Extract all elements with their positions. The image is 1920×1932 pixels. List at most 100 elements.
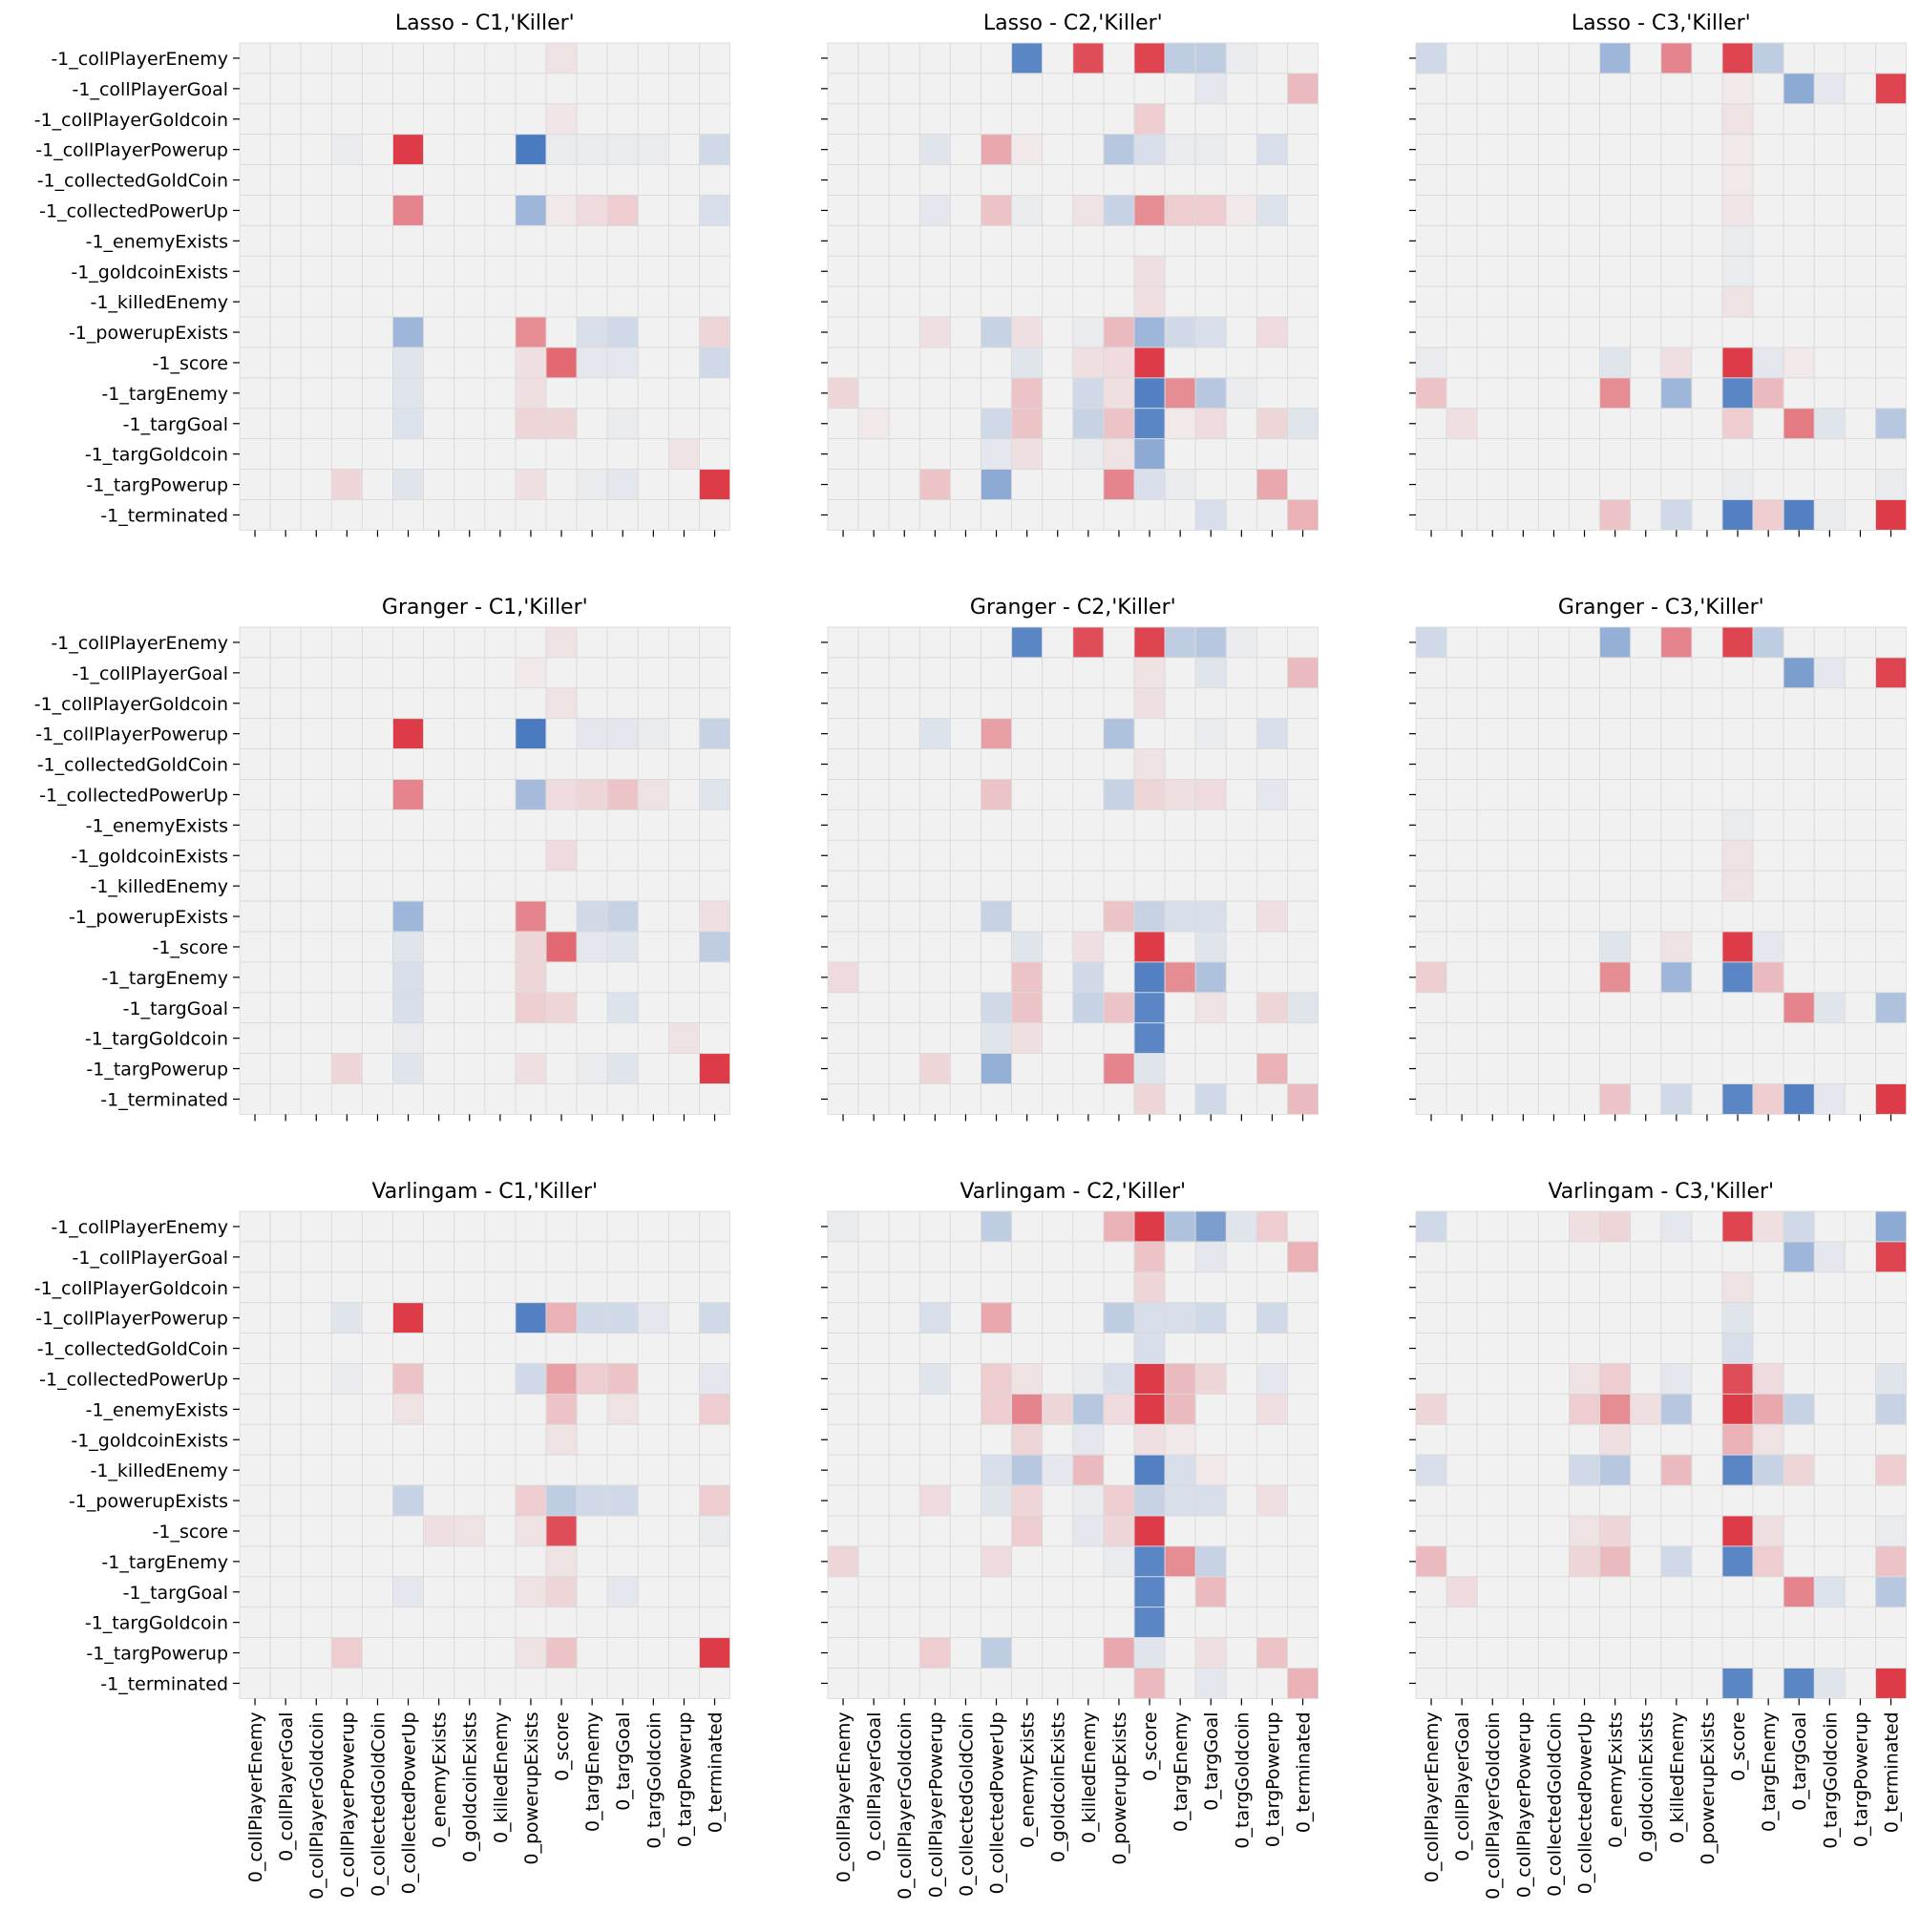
heatmap-cell <box>330 1545 363 1578</box>
heatmap-cell <box>1630 1302 1662 1334</box>
heatmap-cell <box>1011 316 1044 348</box>
heatmap-cell <box>1844 626 1876 659</box>
heatmap-cell <box>1133 931 1166 963</box>
heatmap-cell <box>949 73 981 105</box>
heatmap-cell <box>300 657 332 689</box>
heatmap-cell <box>515 687 547 720</box>
heatmap-cell <box>1599 1053 1632 1084</box>
heatmap-cell <box>330 377 363 410</box>
heatmap-cell <box>1599 377 1632 410</box>
heatmap-cell <box>1537 42 1570 74</box>
heatmap-cell <box>1691 1363 1723 1395</box>
heatmap-cell <box>239 718 271 750</box>
heatmap-cell <box>667 134 700 166</box>
heatmap-cell <box>1752 1363 1784 1395</box>
heatmap-cell <box>949 1423 981 1456</box>
heatmap-cell <box>1011 103 1044 136</box>
heatmap-cell <box>888 1606 920 1639</box>
heatmap-cell <box>637 1053 669 1084</box>
heatmap-cell <box>1287 1053 1319 1084</box>
heatmap-cell <box>1194 900 1227 933</box>
heatmap-cell <box>1844 1423 1876 1456</box>
heatmap-cell <box>827 316 859 348</box>
heatmap-cell <box>637 224 669 257</box>
heatmap-cell <box>1445 870 1478 902</box>
heatmap-cell <box>1476 377 1509 410</box>
heatmap-cell <box>949 1637 981 1669</box>
heatmap-cell <box>1875 839 1908 872</box>
heatmap-cell <box>1844 195 1876 226</box>
heatmap-cell <box>1537 1271 1570 1304</box>
heatmap-cell <box>1660 1302 1693 1334</box>
heatmap-cell <box>1133 1606 1166 1639</box>
heatmap-cell <box>827 1454 859 1486</box>
heatmap-cell <box>1691 870 1723 902</box>
heatmap-cell <box>1844 1515 1876 1547</box>
heatmap-cell <box>545 1210 578 1243</box>
heatmap-cell <box>1630 1241 1662 1273</box>
heatmap-cell <box>1042 469 1074 500</box>
heatmap-cell <box>1103 164 1135 196</box>
heatmap-cell <box>827 1083 859 1115</box>
heatmap-cell <box>888 748 920 780</box>
heatmap-cell <box>1042 438 1074 471</box>
heatmap-cell <box>667 316 700 348</box>
heatmap-cell <box>576 1333 608 1364</box>
heatmap-cell <box>1537 1606 1570 1639</box>
heatmap-cell <box>981 961 1013 994</box>
heatmap-cell <box>1194 377 1227 410</box>
heatmap-cell <box>1752 900 1784 933</box>
heatmap-cell <box>1752 1083 1784 1115</box>
heatmap-cell <box>1844 1271 1876 1304</box>
heatmap-cell <box>454 346 486 379</box>
y-tick-label: -1_collPlayerGoal <box>73 1248 228 1269</box>
heatmap-cell <box>454 1363 486 1395</box>
heatmap-cell <box>699 626 731 659</box>
heatmap-cell <box>1255 195 1288 226</box>
heatmap-cell <box>1476 134 1509 166</box>
heatmap-cell <box>1072 961 1105 994</box>
x-tick-label: 0_targGoal <box>1789 1712 1810 1811</box>
heatmap-cell <box>1752 408 1784 440</box>
heatmap-cell <box>606 285 639 318</box>
heatmap-cell <box>1783 1668 1815 1699</box>
heatmap-cell <box>300 1637 332 1669</box>
heatmap-cell <box>1844 657 1876 689</box>
heatmap-cell <box>1813 779 1846 810</box>
heatmap-cell <box>637 1423 669 1456</box>
heatmap-cell <box>269 469 302 500</box>
heatmap-cell <box>361 1271 393 1304</box>
heatmap-cell <box>545 748 578 780</box>
heatmap-cell <box>1813 961 1846 994</box>
heatmap-cell <box>1255 103 1288 136</box>
heatmap-cell <box>1630 718 1662 750</box>
x-tick-label: 0_collPlayerEnemy <box>1422 1712 1443 1882</box>
heatmap-cell <box>454 839 486 872</box>
heatmap-cell <box>1813 1393 1846 1425</box>
heatmap-cell <box>888 164 920 196</box>
heatmap-cell <box>1133 103 1166 136</box>
heatmap-cell <box>1630 1393 1662 1425</box>
heatmap-cell <box>1445 255 1478 287</box>
heatmap-cell <box>606 1545 639 1578</box>
heatmap-cell <box>981 164 1013 196</box>
heatmap-cell <box>1042 1393 1074 1425</box>
heatmap-cell <box>1599 1393 1632 1425</box>
heatmap-cell <box>239 73 271 105</box>
heatmap-cell <box>484 438 517 471</box>
heatmap-cell <box>1042 1576 1074 1608</box>
heatmap-cell <box>454 438 486 471</box>
heatmap-cell <box>1476 900 1509 933</box>
heatmap-cell <box>1783 1545 1815 1578</box>
heatmap-cell <box>1415 1083 1447 1115</box>
heatmap-cell <box>827 1241 859 1273</box>
heatmap-cell <box>1507 1363 1539 1395</box>
heatmap-cell <box>888 1515 920 1547</box>
heatmap-cell <box>392 626 425 659</box>
heatmap-cell <box>1783 408 1815 440</box>
heatmap-cell <box>827 1545 859 1578</box>
heatmap-cell <box>1164 469 1196 500</box>
heatmap-cell <box>699 808 731 841</box>
heatmap-cell <box>1225 377 1257 410</box>
heatmap-cell <box>1813 164 1846 196</box>
